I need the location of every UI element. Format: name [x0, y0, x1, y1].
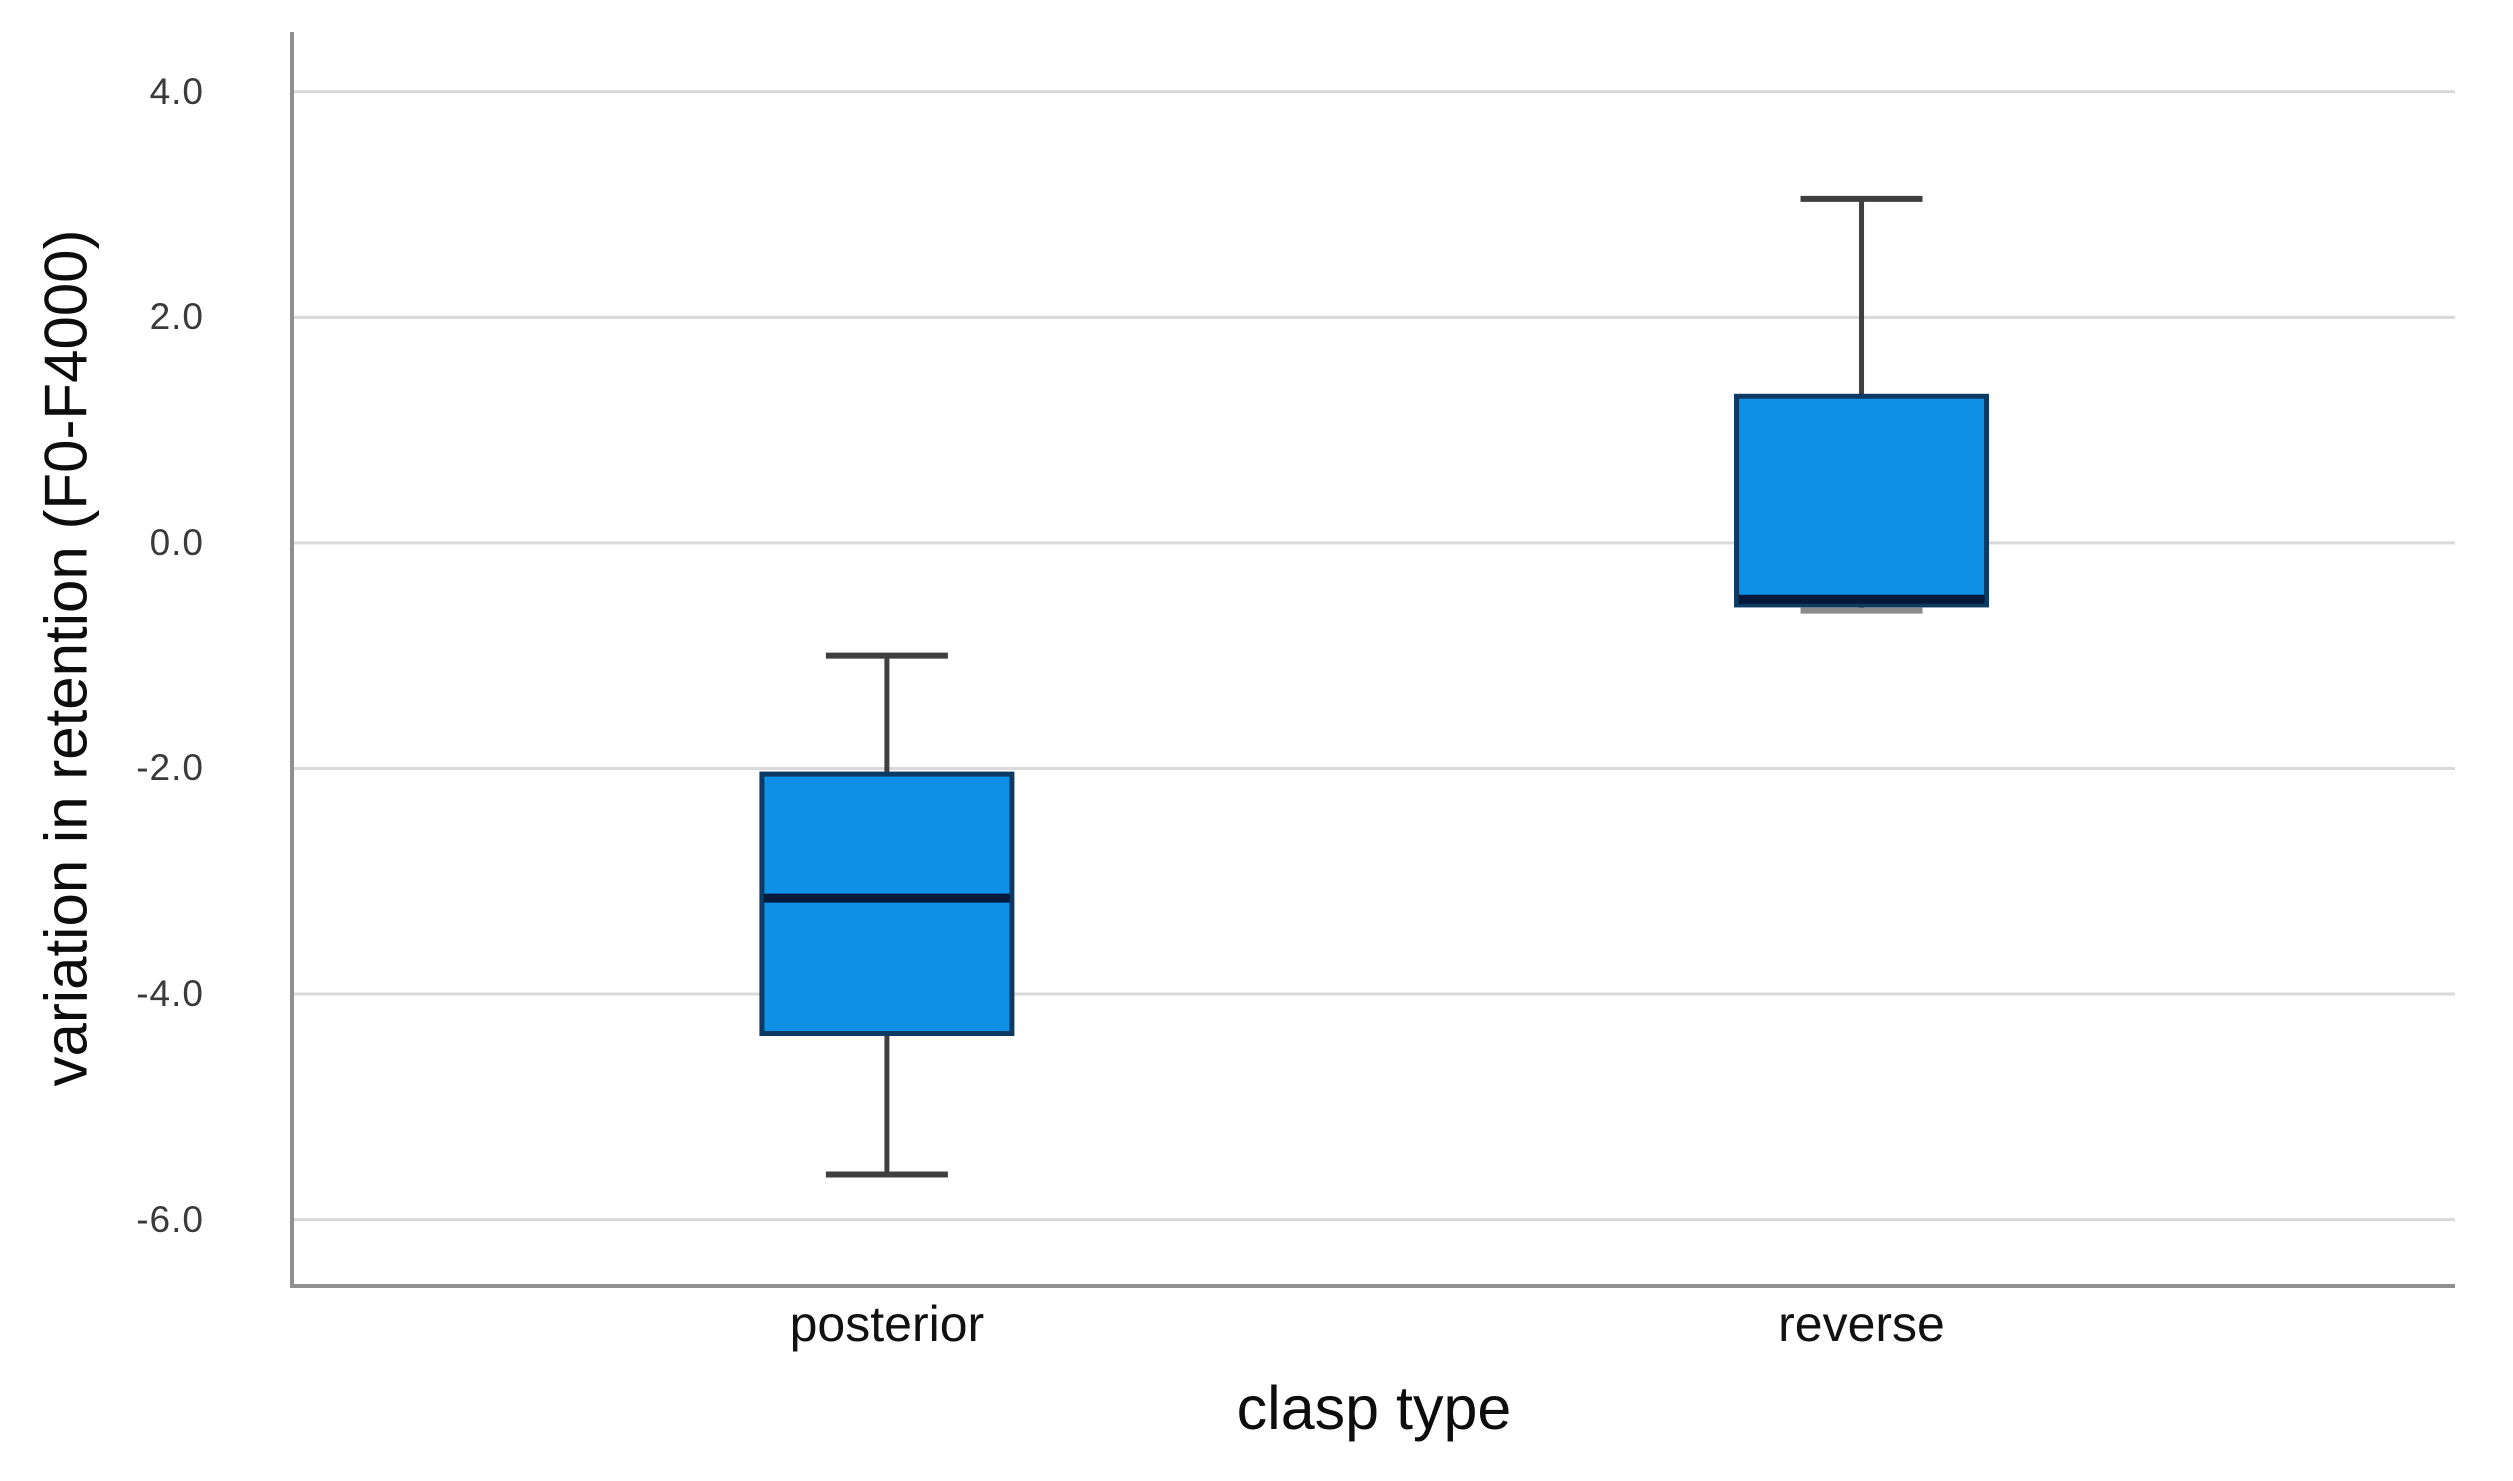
y-tick-label: -2.0 [136, 747, 204, 789]
y-axis-title: variation in retention (F0-F4000) [32, 229, 100, 1087]
x-category-label-posterior: posterior [789, 1296, 985, 1352]
y-tick-label: 0.0 [149, 521, 204, 563]
x-axis-title: clasp type [1236, 1374, 1512, 1442]
y-tick-label: -4.0 [136, 973, 204, 1015]
box-reverse [1734, 393, 1990, 608]
y-tick-label: 2.0 [149, 296, 204, 338]
x-category-label-reverse: reverse [1778, 1296, 1945, 1352]
y-tick-label: -6.0 [136, 1198, 204, 1240]
y-tick-label: 4.0 [149, 70, 204, 112]
box-posterior [759, 771, 1015, 1036]
